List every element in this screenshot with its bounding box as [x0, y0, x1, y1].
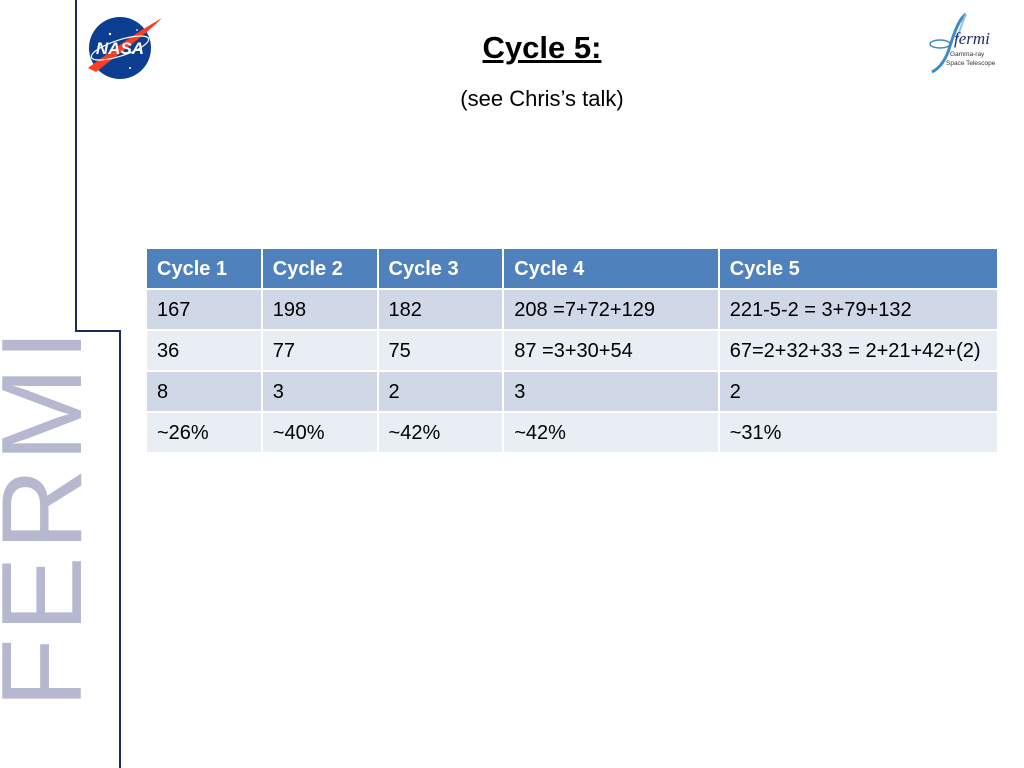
table-cell: 2 — [717, 370, 1000, 413]
slide-subtitle: (see Chris’s talk) — [460, 86, 624, 111]
table-cell: 77 — [260, 329, 379, 372]
header-cycle-5: Cycle 5 — [717, 247, 1000, 290]
table-cell: 221-5-2 = 3+79+132 — [717, 288, 1000, 331]
left-rule-bottom — [119, 330, 121, 768]
left-rule-top — [75, 0, 77, 331]
fermi-logo-text: fermi — [954, 29, 990, 48]
table-header-row: Cycle 1 Cycle 2 Cycle 3 Cycle 4 Cycle 5 — [145, 247, 1000, 290]
table-cell: 8 — [145, 370, 263, 413]
fermi-logo-line1: Gamma-ray — [950, 51, 985, 58]
header-cycle-2: Cycle 2 — [260, 247, 379, 290]
table-cell: ~42% — [502, 411, 720, 454]
nasa-logo-text: NASA — [96, 39, 144, 58]
table-cell: 75 — [376, 329, 505, 372]
fermi-logo-line2: Space Telescope — [946, 60, 996, 67]
table-cell: 182 — [376, 288, 505, 331]
header-cycle-1: Cycle 1 — [145, 247, 263, 290]
table-cell: 67=2+32+33 = 2+21+42+(2) — [717, 329, 1000, 372]
table-cell: ~42% — [376, 411, 505, 454]
fermi-logo: fermi Gamma-ray Space Telescope — [929, 12, 996, 74]
table-cell: ~40% — [260, 411, 379, 454]
table-row: ~26% ~40% ~42% ~42% ~31% — [145, 411, 1000, 454]
table-cell: 3 — [260, 370, 379, 413]
table-row: 8 3 2 3 2 — [145, 370, 1000, 413]
nasa-logo: NASA — [88, 17, 162, 79]
table-row: 36 77 75 87 =3+30+54 67=2+32+33 = 2+21+4… — [145, 329, 1000, 372]
table-cell: 208 =7+72+129 — [502, 288, 720, 331]
table-cell: 3 — [502, 370, 720, 413]
header-cycle-3: Cycle 3 — [376, 247, 505, 290]
cycle-table: Cycle 1 Cycle 2 Cycle 3 Cycle 4 Cycle 5 … — [145, 247, 1000, 454]
table-cell: ~26% — [145, 411, 263, 454]
table-cell: 87 =3+30+54 — [502, 329, 720, 372]
table-row: 167 198 182 208 =7+72+129 221-5-2 = 3+79… — [145, 288, 1000, 331]
header-cycle-4: Cycle 4 — [502, 247, 720, 290]
table-cell: 167 — [145, 288, 263, 331]
side-word: FERMI — [0, 323, 106, 708]
left-rule-step — [75, 330, 121, 332]
table-cell: ~31% — [717, 411, 1000, 454]
slide-title: Cycle 5: — [482, 30, 602, 65]
table-cell: 36 — [145, 329, 263, 372]
table-cell: 2 — [376, 370, 505, 413]
table-cell: 198 — [260, 288, 379, 331]
